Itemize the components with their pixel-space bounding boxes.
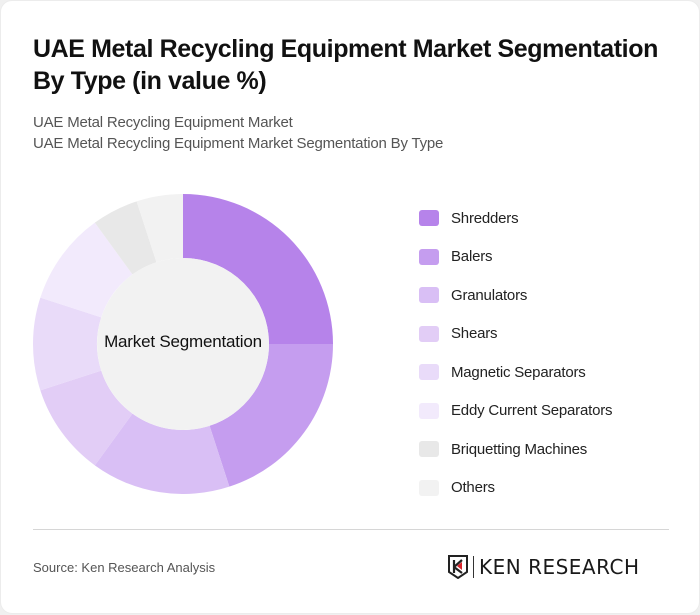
- legend-label: Eddy Current Separators: [451, 402, 613, 420]
- subtitle-segmentation: UAE Metal Recycling Equipment Market Seg…: [33, 135, 444, 152]
- legend-swatch-icon: [419, 210, 439, 227]
- donut-slice-eddy-current-separators: [40, 222, 133, 318]
- source-text: Source: Ken Research Analysis: [33, 560, 216, 575]
- legend-item-balers[interactable]: Balers: [419, 238, 612, 277]
- legend-label: Briquetting Machines: [451, 440, 588, 458]
- legend-label: Shears: [451, 325, 498, 343]
- page-title: UAE Metal Recycling Equipment Market Seg…: [33, 35, 658, 95]
- legend-swatch-icon: [419, 364, 439, 381]
- donut-center: [97, 258, 269, 430]
- legend-label: Others: [451, 479, 495, 497]
- donut-slice-briquetting-machines: [94, 201, 157, 275]
- subtitle-market: UAE Metal Recycling Equipment Market: [33, 114, 293, 131]
- legend-item-briquetting-machines[interactable]: Briquetting Machines: [419, 430, 612, 469]
- legend-item-magnetic-separators[interactable]: Magnetic Separators: [419, 353, 612, 392]
- donut-center-label: Market Segmentation: [104, 332, 262, 351]
- legend-label: Granulators: [451, 286, 528, 304]
- donut-slice-magnetic-separators: [33, 297, 102, 391]
- legend-swatch-icon: [419, 441, 439, 458]
- donut-chart: [33, 194, 333, 494]
- legend-swatch-icon: [419, 248, 439, 265]
- logo-separator: [473, 556, 474, 578]
- legend-label: Magnetic Separators: [451, 363, 586, 381]
- legend-swatch-icon: [419, 287, 439, 304]
- legend-swatch-icon: [419, 325, 439, 342]
- donut-slice-balers: [209, 344, 333, 487]
- donut-slice-shredders: [183, 194, 333, 344]
- ken-logo-icon: [448, 555, 468, 579]
- legend-item-shredders[interactable]: Shredders: [419, 199, 612, 238]
- legend-item-others[interactable]: Others: [419, 469, 612, 508]
- legend-swatch-icon: [419, 479, 439, 496]
- ken-research-logo: KEN RESEARCH: [448, 555, 640, 579]
- donut-slice-others: [136, 194, 183, 263]
- chart-legend: Shredders Balers Granulators Shears Magnetic…: [419, 199, 613, 508]
- legend-item-granulators[interactable]: Granulators: [419, 276, 612, 315]
- legend-swatch-icon: [419, 402, 439, 419]
- donut-slice-shears: [40, 370, 133, 466]
- legend-label: Balers: [451, 248, 493, 266]
- legend-label: Shredders: [451, 209, 519, 227]
- logo-text: KEN RESEARCH: [479, 555, 640, 579]
- donut-slice-granulators: [94, 413, 230, 494]
- legend-item-eddy-current-separators[interactable]: Eddy Current Separators: [419, 392, 613, 431]
- footer-divider: [33, 529, 669, 530]
- legend-item-shears[interactable]: Shears: [419, 315, 612, 354]
